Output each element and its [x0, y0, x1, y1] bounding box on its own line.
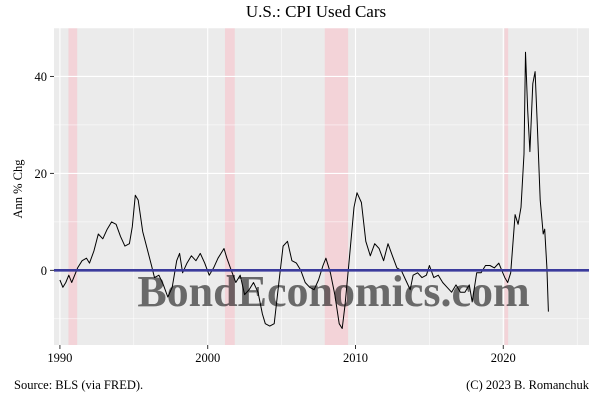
series-layer	[59, 51, 549, 329]
y-tick-label: 20	[35, 167, 48, 181]
x-tick-label: 2020	[491, 351, 516, 365]
series-line	[59, 51, 549, 329]
recession-band	[504, 28, 509, 345]
recession-band	[68, 28, 78, 345]
x-axis: 1990 2000 2010 2020	[47, 345, 516, 365]
watermark: BondEconomics.com	[137, 267, 529, 316]
copyright-note: (C) 2023 B. Romanchuk	[466, 378, 590, 392]
y-tick-label: 40	[35, 70, 48, 84]
x-tick-label: 2000	[195, 351, 220, 365]
x-tick-label: 1990	[47, 351, 72, 365]
chart-title: U.S.: CPI Used Cars	[246, 2, 386, 21]
y-axis: 0 20 40	[35, 70, 54, 278]
x-tick-label: 2010	[343, 351, 368, 365]
source-note: Source: BLS (via FRED).	[14, 378, 143, 392]
y-axis-label: Ann % Chg	[11, 159, 25, 219]
recession-band	[224, 28, 235, 345]
recession-bands	[68, 28, 509, 345]
watermark-text: BondEconomics.com	[137, 267, 529, 316]
y-tick-label: 0	[41, 264, 47, 278]
recession-band	[324, 28, 349, 345]
plot-panel	[54, 28, 589, 345]
